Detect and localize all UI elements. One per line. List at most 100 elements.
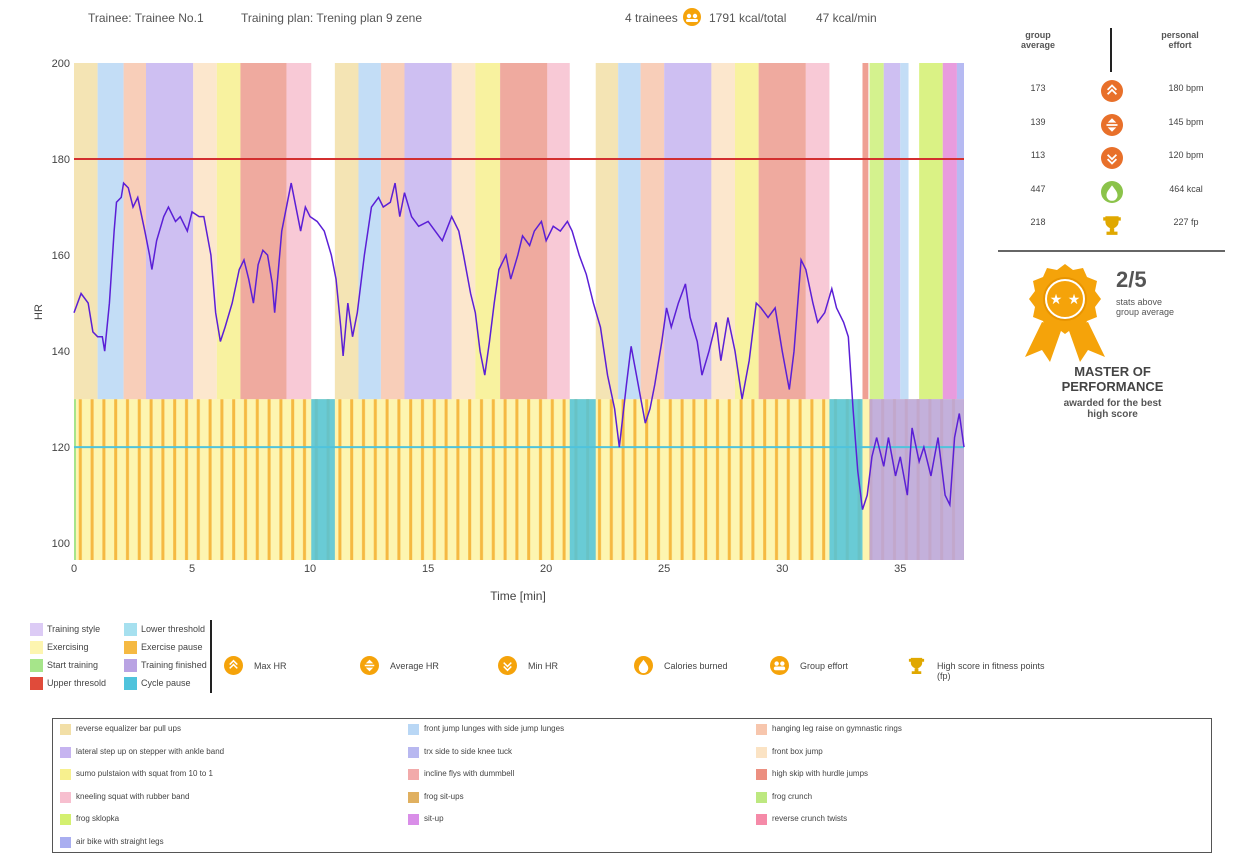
band [956, 63, 964, 400]
band [735, 63, 759, 400]
exercise-label: lateral step up on stepper with ankle ba… [76, 746, 225, 756]
exercise-swatch [60, 724, 71, 735]
exercise-label: frog sklopka [76, 814, 120, 823]
icon [1103, 216, 1121, 235]
band [942, 63, 957, 400]
group-icon [683, 8, 701, 26]
icon [770, 656, 789, 675]
exercise-label: reverse crunch twists [772, 814, 848, 823]
exercise-background [74, 399, 964, 560]
exercise-box [52, 718, 1212, 853]
x-tick-label: 30 [776, 563, 788, 575]
band [240, 63, 287, 400]
personal-value: 464 kcal [1169, 183, 1203, 194]
exercise-label: frog sit-ups [424, 791, 464, 801]
band [569, 399, 596, 560]
legend-swatch [124, 677, 137, 690]
band [404, 63, 452, 400]
exercise-swatch [60, 814, 71, 825]
exercise-swatch [408, 746, 419, 758]
group-value: 173 [1030, 83, 1046, 93]
icon [360, 656, 379, 675]
legend-label: Upper thresold [47, 678, 107, 688]
icon [1101, 113, 1123, 136]
group-value: 113 [1030, 150, 1046, 160]
band [883, 63, 901, 400]
band [805, 63, 830, 400]
band [146, 63, 194, 400]
band [640, 63, 665, 400]
icon-legend-label: Group effort [800, 661, 848, 671]
legend-swatch [124, 641, 137, 654]
band [900, 63, 909, 400]
exercise-swatch [60, 746, 71, 758]
band [595, 63, 619, 400]
hr-line [73, 181, 965, 510]
exercise-label: trx side to side knee tuck [424, 746, 513, 756]
exercise-label: air bike with straight legs [76, 836, 164, 846]
band [193, 63, 217, 400]
plan: Training plan: Trening plan 9 zene [241, 11, 423, 25]
icon [1101, 147, 1123, 169]
exercise-label: reverse equalizer bar pull ups [76, 724, 181, 733]
icon [224, 656, 243, 675]
award-title: MASTER OF PERFORMANCE [1061, 364, 1164, 394]
band [919, 63, 943, 400]
award-subtitle: awarded for the best high score [1063, 398, 1162, 420]
band [334, 63, 359, 400]
x-axis-label: Time [min] [490, 589, 546, 603]
legend-swatch [30, 641, 43, 654]
band [711, 63, 736, 400]
group-value: 139 [1030, 116, 1046, 127]
band [869, 63, 884, 400]
start-marker [74, 399, 76, 560]
y-tick-label: 200 [52, 58, 70, 70]
group-value: 447 [1030, 183, 1046, 194]
icon [498, 656, 517, 675]
legend-divider [210, 620, 212, 693]
exercise-label: sit-up [424, 814, 444, 823]
group-value: 218 [1030, 217, 1046, 227]
icon-legend-label: Min HR [528, 661, 559, 671]
x-tick-label: 35 [894, 563, 906, 575]
x-tick-label: 5 [189, 563, 195, 575]
exercise-swatch [60, 836, 71, 848]
y-tick-label: 140 [52, 346, 70, 358]
band [758, 63, 806, 400]
band [500, 63, 548, 400]
exercise-label: incline flys with dummbell [424, 769, 515, 778]
personal-value: 120 bpm [1168, 150, 1204, 160]
legend-swatch [30, 623, 43, 636]
band [216, 63, 241, 400]
exercise-label: front jump lunges with side jump lunges [424, 724, 565, 733]
y-tick-label: 180 [52, 154, 70, 166]
exercise-swatch [756, 769, 767, 780]
separator [998, 250, 1225, 252]
legend-label: Start training [47, 660, 99, 670]
band [286, 63, 312, 400]
trainees: 4 trainees [625, 11, 678, 25]
exercise-label: kneeling squat with rubber band [76, 791, 190, 801]
x-tick-label: 10 [304, 563, 316, 575]
icon-legend-label: Average HR [390, 661, 439, 671]
x-tick-label: 0 [71, 563, 77, 575]
kcal-rate: 47 kcal/min [816, 11, 877, 25]
icon [1101, 80, 1123, 102]
band [829, 399, 863, 560]
icon [634, 656, 653, 675]
header-group: group average [1020, 30, 1056, 50]
band [358, 63, 381, 400]
band [547, 63, 570, 400]
legend-label: Lower threshold [141, 624, 206, 634]
legend-swatch [30, 677, 43, 690]
x-tick-label: 20 [540, 563, 552, 575]
divider [1110, 28, 1112, 72]
band [74, 63, 98, 400]
x-tick-label: 15 [422, 563, 434, 575]
legend-swatch [124, 623, 137, 636]
y-tick-label: 160 [52, 250, 70, 262]
band [451, 63, 476, 400]
personal-value: 227 fp [1173, 217, 1199, 227]
exercise-label: front box jump [772, 746, 823, 756]
icon-legend-label: Calories burned [664, 661, 728, 671]
